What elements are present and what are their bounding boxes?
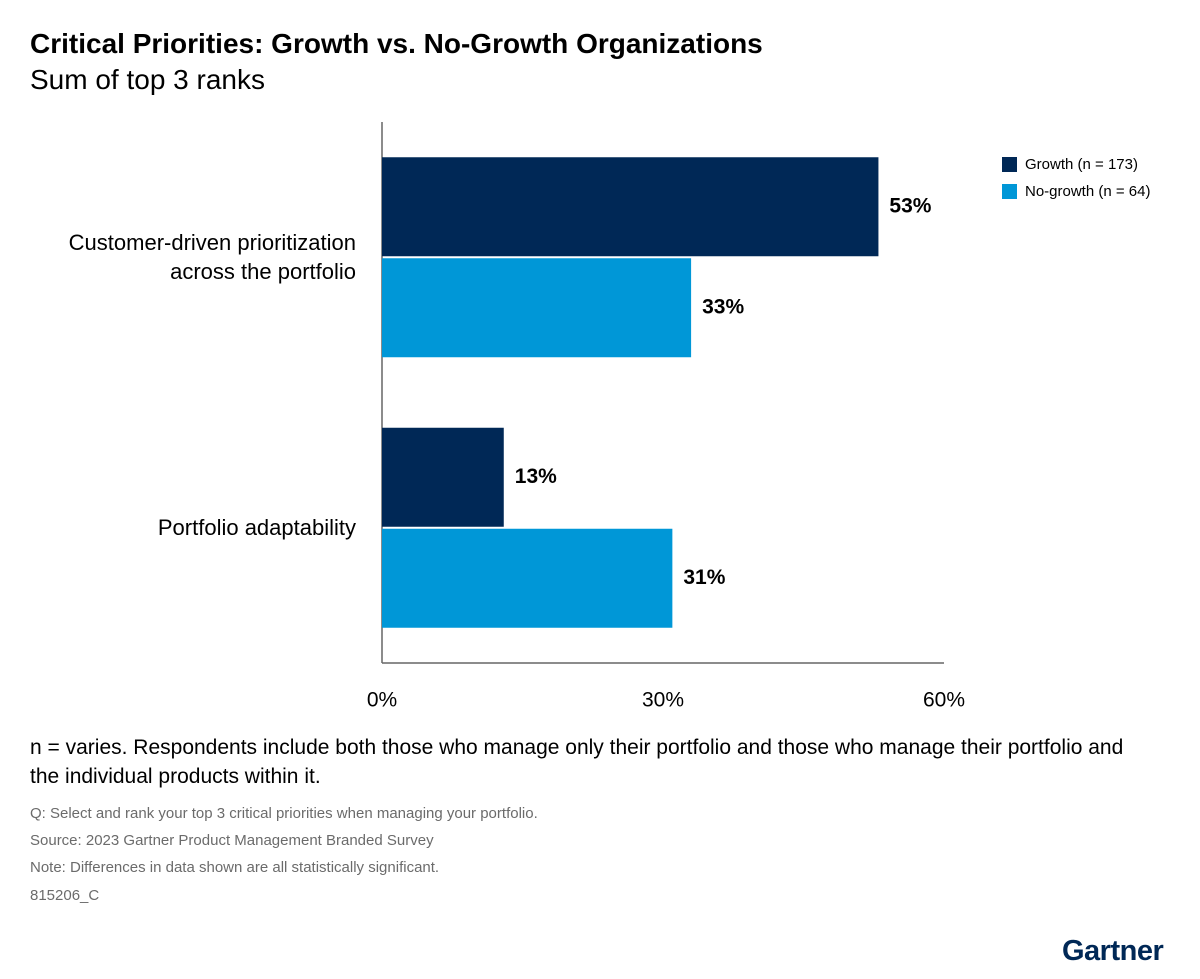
value-label: 31%: [683, 566, 725, 589]
x-tick-label: 60%: [923, 689, 965, 712]
category-label: Customer-driven prioritization across th…: [68, 230, 356, 285]
chart-title: Critical Priorities: Growth vs. No-Growt…: [30, 28, 763, 59]
sample-note: n = varies. Respondents include both tho…: [30, 736, 1124, 788]
x-tick-label: 30%: [642, 689, 684, 712]
bar: [382, 427, 504, 527]
bar: [382, 157, 879, 257]
legend-swatch: [1002, 157, 1017, 172]
source-note: Source: 2023 Gartner Product Management …: [30, 832, 434, 849]
chart-subtitle: Sum of top 3 ranks: [30, 64, 266, 95]
question-note: Q: Select and rank your top 3 critical p…: [30, 805, 538, 822]
legend-label: No-growth (n = 64): [1025, 183, 1150, 200]
legend-label: Growth (n = 173): [1025, 156, 1138, 173]
logo: Gartner: [1062, 935, 1164, 967]
category-label: Portfolio adaptability: [157, 515, 356, 541]
chart-id: 815206_C: [30, 887, 100, 904]
significance-note: Note: Differences in data shown are all …: [30, 859, 440, 876]
value-label: 13%: [515, 465, 557, 488]
value-label: 53%: [889, 194, 931, 217]
bar: [382, 258, 692, 358]
x-tick-label: 0%: [367, 689, 397, 712]
bar: [382, 528, 673, 628]
value-label: 33%: [702, 295, 744, 318]
legend-swatch: [1002, 184, 1017, 199]
